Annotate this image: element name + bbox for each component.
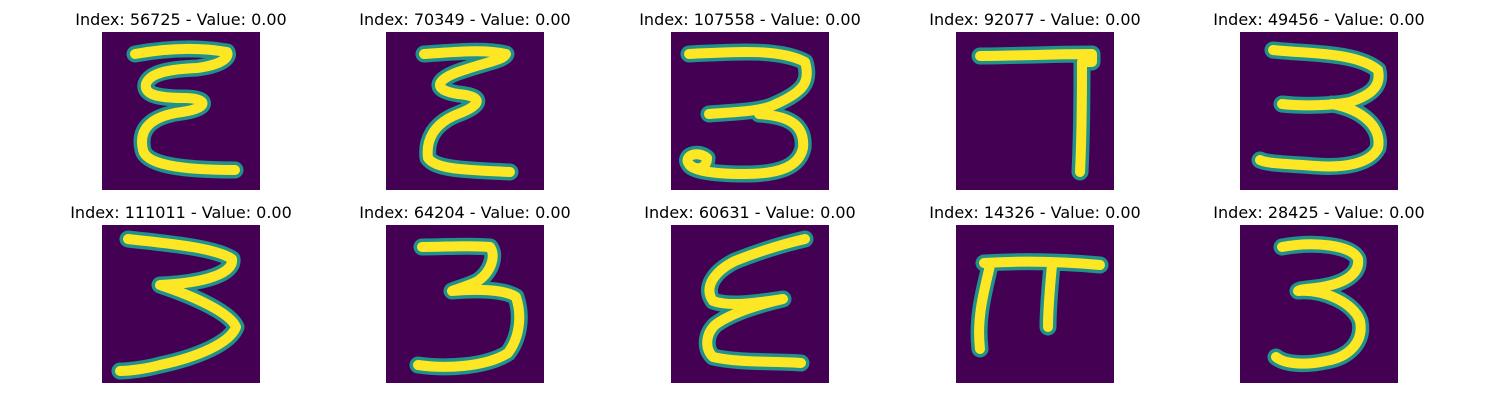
stroke-core <box>974 256 1105 354</box>
panel-title: Index: 70349 - Value: 0.00 <box>359 10 571 29</box>
stroke-core <box>702 234 810 368</box>
digit-image <box>102 225 260 383</box>
sample-panel: Index: 28425 - Value: 0.00 <box>1189 203 1449 393</box>
stroke-core <box>419 46 515 177</box>
stroke-core <box>115 234 241 376</box>
panel-title: Index: 49456 - Value: 0.00 <box>1213 10 1425 29</box>
digit-image <box>1240 32 1398 190</box>
stroke-core <box>130 43 240 175</box>
sample-panel: Index: 64204 - Value: 0.00 <box>335 203 595 393</box>
sample-panel: Index: 14326 - Value: 0.00 <box>905 203 1165 393</box>
sample-panel: Index: 56725 - Value: 0.00 <box>51 10 311 200</box>
digit-glyph <box>102 225 260 383</box>
panel-title: Index: 92077 - Value: 0.00 <box>929 10 1141 29</box>
panel-title: Index: 14326 - Value: 0.00 <box>929 203 1141 222</box>
stroke-core <box>1255 45 1384 172</box>
digit-image <box>671 225 829 383</box>
stroke-core <box>975 49 1097 177</box>
digit-image <box>102 32 260 190</box>
digit-glyph <box>1240 225 1398 383</box>
digit-image <box>386 32 544 190</box>
panel-title: Index: 56725 - Value: 0.00 <box>75 10 287 29</box>
sample-panel: Index: 107558 - Value: 0.00 <box>620 10 880 200</box>
panel-title: Index: 60631 - Value: 0.00 <box>644 203 856 222</box>
digit-glyph <box>671 32 829 190</box>
digit-glyph <box>386 32 544 190</box>
digit-image <box>1240 225 1398 383</box>
stroke-core <box>682 46 812 179</box>
panel-title: Index: 107558 - Value: 0.00 <box>639 10 861 29</box>
panel-title: Index: 28425 - Value: 0.00 <box>1213 203 1425 222</box>
sample-panel: Index: 60631 - Value: 0.00 <box>620 203 880 393</box>
panel-title: Index: 111011 - Value: 0.00 <box>70 203 292 222</box>
digit-glyph <box>956 32 1114 190</box>
sample-panel: Index: 111011 - Value: 0.00 <box>51 203 311 393</box>
digit-image <box>956 32 1114 190</box>
digit-glyph <box>102 32 260 190</box>
sample-panel: Index: 49456 - Value: 0.00 <box>1189 10 1449 200</box>
stroke-core <box>1271 239 1366 369</box>
digit-glyph <box>386 225 544 383</box>
digit-glyph <box>956 225 1114 383</box>
panel-title: Index: 64204 - Value: 0.00 <box>359 203 571 222</box>
digit-glyph <box>671 225 829 383</box>
digit-image <box>386 225 544 383</box>
digit-glyph <box>1240 32 1398 190</box>
digit-image <box>956 225 1114 383</box>
sample-panel: Index: 70349 - Value: 0.00 <box>335 10 595 200</box>
stroke-core <box>413 241 525 372</box>
sample-panel: Index: 92077 - Value: 0.00 <box>905 10 1165 200</box>
digit-image <box>671 32 829 190</box>
